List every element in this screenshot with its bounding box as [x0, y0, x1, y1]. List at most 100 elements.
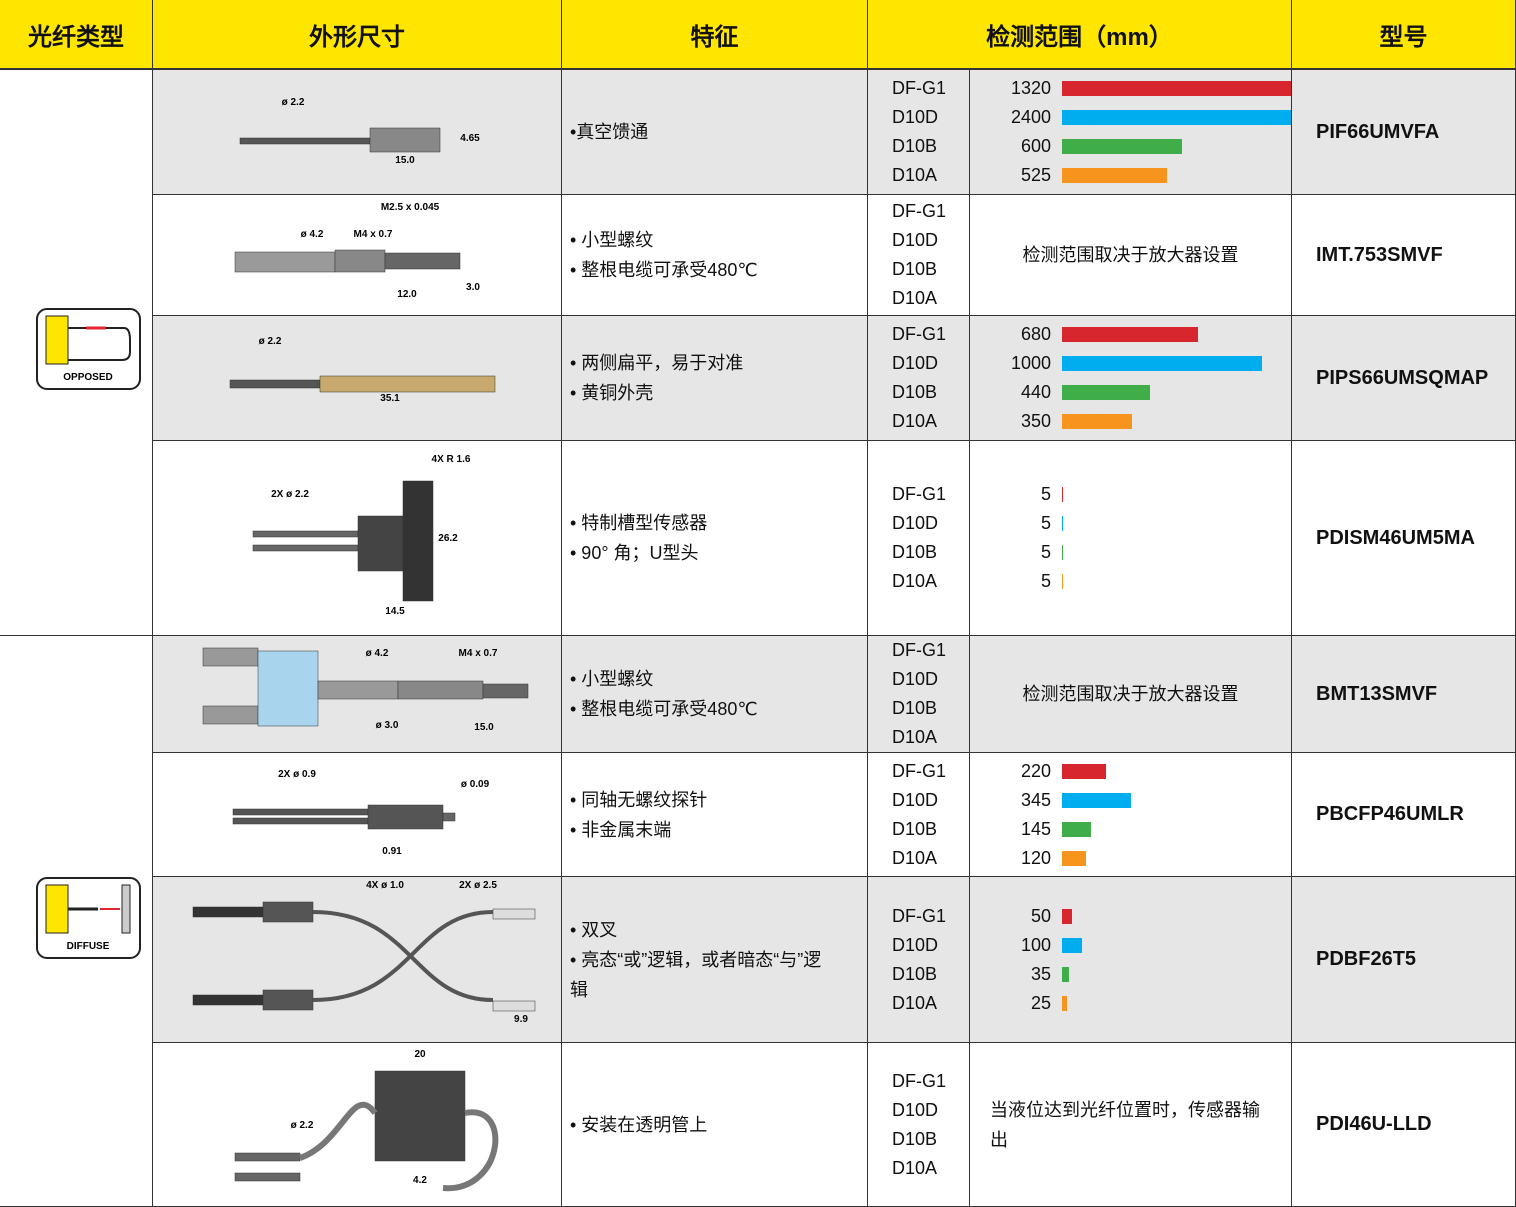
amplifier-label: D10B — [892, 542, 938, 562]
dimension-cell: ø 4.2 M4 x 0.7 ø 3.0 15.0 — [153, 636, 562, 753]
dimension-label: 12.0 — [397, 289, 417, 300]
amplifier-label: D10A — [892, 1157, 938, 1178]
model-cell: PIPS66UMSQMAP — [1292, 316, 1516, 441]
range-value: 1000 — [1010, 353, 1051, 373]
drawing-part — [317, 680, 399, 700]
dimension-label: 4.65 — [460, 133, 480, 144]
amplifier-label: D10A — [892, 727, 938, 747]
feature-item: •真空馈通 — [570, 122, 649, 142]
amplifier-label: DF-G1 — [892, 760, 946, 781]
feature-cell: • 安装在透明管上 — [562, 1043, 868, 1207]
drawing-part — [192, 906, 264, 918]
range-bar — [1062, 995, 1067, 1011]
icon-cable — [68, 327, 131, 361]
feature-cell: • 两侧扁平，易于对准 • 黄铜外壳 — [562, 316, 868, 441]
amplifier-label: D10A — [892, 165, 938, 185]
range-value: 220 — [1020, 760, 1051, 781]
dimension-drawing: 20 ø 2.2 4.2 — [234, 1049, 499, 1192]
model-cell: IMT.753SMVF — [1292, 195, 1516, 316]
range-row: 220 — [970, 757, 1291, 786]
amplifier-label: D10D — [892, 107, 939, 127]
fiber-type-icon: OPPOSED — [36, 308, 141, 390]
dimension-drawing: ø 2.2 35.1 — [229, 336, 496, 404]
range-row: 1320 — [970, 74, 1291, 103]
amplifier-label: D10A — [892, 571, 938, 591]
dimension-label: 9.9 — [514, 1014, 528, 1025]
dimension-cell: ø 2.2 35.1 — [153, 316, 562, 441]
feature-item: • 黄铜外壳 — [570, 383, 654, 403]
feature-cell: •真空馈通 — [562, 70, 868, 195]
range-note-cell: 检测范围取决于放大器设置 — [970, 636, 1292, 753]
amplifier-label: D10D — [892, 669, 939, 689]
amplifier-label: D10B — [892, 259, 938, 279]
drawing-part — [369, 127, 441, 153]
range-value: 2400 — [1010, 107, 1051, 127]
amplifier-label: D10A — [892, 411, 938, 431]
fiber-type-cell: DIFFUSE — [0, 636, 153, 1207]
model-cell: BMT13SMVF — [1292, 636, 1516, 753]
drawing-part — [374, 1070, 466, 1162]
amplifier-label: D10B — [892, 963, 938, 984]
range-bar — [1062, 327, 1198, 342]
range-bar — [1062, 574, 1063, 589]
range-bar — [1062, 487, 1063, 502]
range-row: 600 — [970, 132, 1291, 161]
drawing-part — [239, 137, 371, 145]
feature-item: • 同轴无螺纹探针 — [570, 789, 708, 810]
amplifier-label: DF-G1 — [892, 78, 946, 98]
range-cell: 1320 2400 600 525 — [970, 70, 1292, 195]
range-row: 100 — [970, 931, 1291, 960]
drawing-part — [252, 544, 359, 552]
amplifier-label: DF-G1 — [892, 201, 946, 221]
model-cell: PIF66UMVFA — [1292, 70, 1516, 195]
dimension-label: 15.0 — [395, 155, 415, 166]
icon-target — [121, 884, 131, 933]
range-bar — [1062, 356, 1262, 371]
drawing-part — [232, 808, 369, 816]
range-bar — [1062, 937, 1082, 953]
range-value: 600 — [1020, 136, 1051, 156]
dimension-label: 35.1 — [380, 393, 400, 404]
range-bar — [1062, 516, 1063, 531]
range-value: 1320 — [1010, 78, 1051, 98]
dimension-label: 2X ø 2.2 — [271, 489, 309, 500]
range-row: 35 — [970, 960, 1291, 989]
model-cell: PDISM46UM5MA — [1292, 441, 1516, 636]
range-cell: 680 1000 440 350 — [970, 316, 1292, 441]
header-cell: 外形尺寸 — [153, 0, 562, 70]
range-bar — [1062, 414, 1132, 429]
range-bar — [1062, 385, 1150, 400]
drawing-part — [334, 249, 386, 273]
dimension-label: 2X ø 2.5 — [459, 880, 497, 891]
range-value: 25 — [1030, 992, 1051, 1013]
feature-item: • 两侧扁平，易于对准 — [570, 353, 744, 373]
range-row: 5 — [970, 567, 1291, 596]
range-note: 检测范围取决于放大器设置 — [1022, 684, 1239, 704]
amplifier-cell: DF-G1 D10D D10B D10A — [868, 441, 970, 636]
range-note: 当液位达到光纤位置时，传感器输出 — [990, 1099, 1260, 1150]
drawing-part — [252, 530, 359, 538]
drawing-part — [202, 705, 259, 725]
drawing-cable — [298, 1101, 499, 1192]
model-cell: PDI46U-LLD — [1292, 1043, 1516, 1207]
dimension-label: 0.91 — [382, 846, 402, 857]
range-row: 5 — [970, 480, 1291, 509]
header-cell: 型号 — [1292, 0, 1516, 70]
range-value: 350 — [1020, 411, 1051, 431]
dimension-label: M4 x 0.7 — [459, 648, 498, 659]
amplifier-label: DF-G1 — [892, 640, 946, 660]
drawing-part — [262, 901, 314, 923]
range-bar — [1062, 545, 1063, 560]
dimension-cell: M2.5 x 0.045 ø 4.2 M4 x 0.7 12.0 3.0 — [153, 195, 562, 316]
range-bar — [1062, 908, 1072, 924]
range-bar — [1062, 850, 1086, 866]
feature-item: • 特制槽型传感器 — [570, 513, 708, 533]
amplifier-cell: DF-G1 D10D D10B D10A — [868, 753, 970, 877]
drawing-part — [442, 812, 456, 822]
dimension-label: ø 4.2 — [366, 648, 389, 659]
dimension-cell: 2X ø 0.9 ø 0.09 0.91 — [153, 753, 562, 877]
amplifier-cell: DF-G1 D10D D10B D10A — [868, 195, 970, 316]
drawing-part — [492, 908, 536, 920]
amplifier-label: D10A — [892, 847, 938, 868]
dimension-cell: 4X ø 1.0 2X ø 2.5 9.9 — [153, 877, 562, 1043]
